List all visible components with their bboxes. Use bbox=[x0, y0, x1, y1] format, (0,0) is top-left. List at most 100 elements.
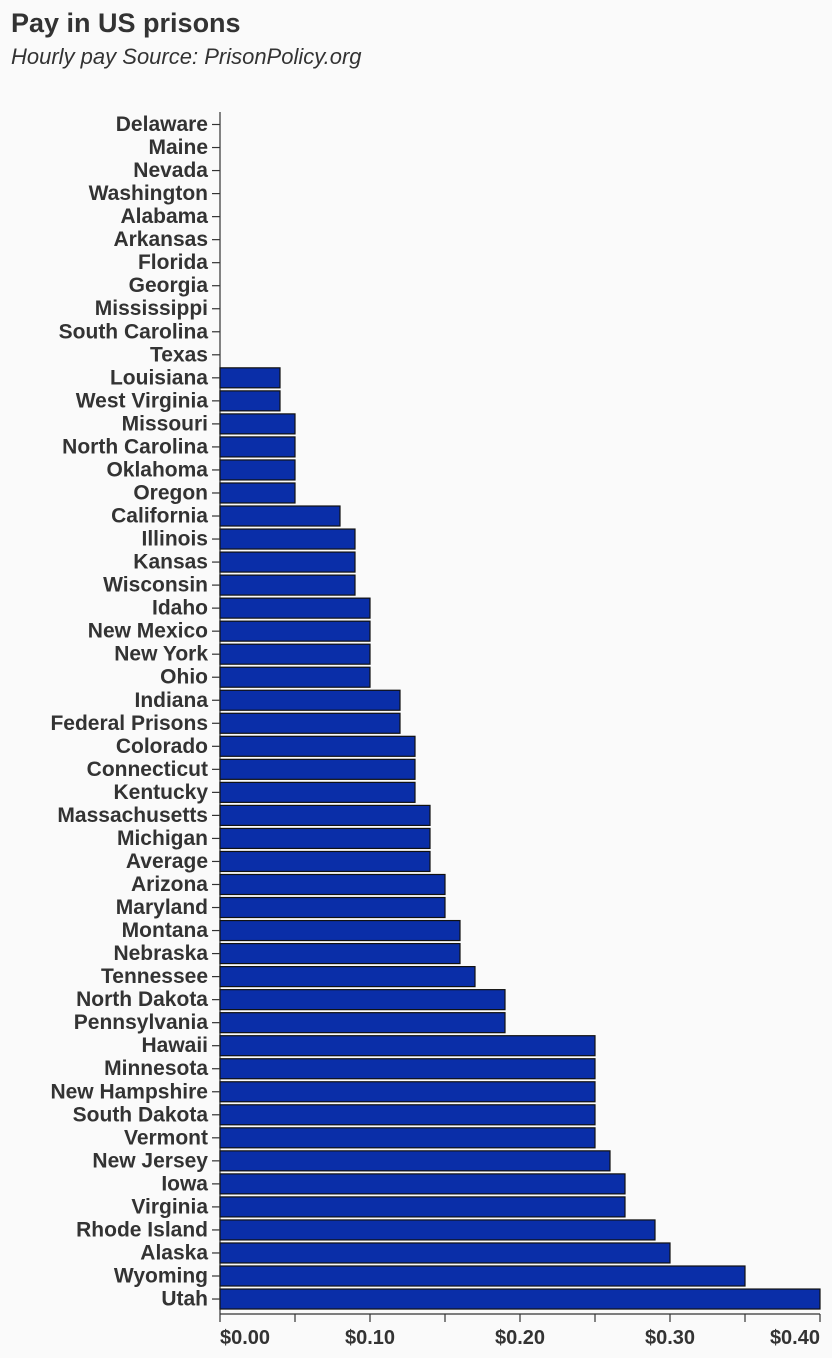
category-label: Kentucky bbox=[113, 781, 208, 804]
category-label: Illinois bbox=[141, 528, 208, 551]
bar bbox=[219, 873, 446, 896]
bar bbox=[219, 597, 371, 619]
bar bbox=[219, 620, 371, 642]
category-label: Colorado bbox=[116, 735, 208, 758]
bar bbox=[219, 1127, 596, 1149]
x-tick-label: $0.40 bbox=[770, 1327, 820, 1349]
category-label: Idaho bbox=[152, 597, 208, 620]
category-label: North Carolina bbox=[62, 435, 208, 458]
category-label: West Virginia bbox=[76, 389, 209, 412]
category-label: Georgia bbox=[129, 274, 209, 297]
bar bbox=[219, 1150, 611, 1172]
category-label: Missouri bbox=[122, 412, 208, 435]
bar bbox=[219, 1173, 626, 1195]
bar bbox=[219, 482, 296, 504]
category-label: Maryland bbox=[116, 896, 208, 919]
bar bbox=[219, 643, 371, 665]
category-label: Alaska bbox=[140, 1241, 208, 1264]
bar bbox=[219, 989, 506, 1011]
bar bbox=[219, 689, 401, 711]
bar bbox=[219, 1242, 671, 1264]
category-label: Louisiana bbox=[110, 366, 208, 389]
bar bbox=[219, 735, 416, 757]
category-label: South Carolina bbox=[59, 320, 209, 343]
bar bbox=[219, 942, 461, 965]
bar bbox=[219, 1058, 596, 1080]
bar bbox=[219, 574, 356, 596]
bar bbox=[219, 804, 431, 827]
chart-subtitle: Hourly pay Source: PrisonPolicy.org bbox=[11, 44, 362, 69]
category-label: Maine bbox=[148, 136, 208, 159]
bar bbox=[219, 505, 341, 527]
category-label: Minnesota bbox=[104, 1057, 208, 1080]
category-label: Wyoming bbox=[114, 1265, 208, 1288]
category-label: Hawaii bbox=[141, 1034, 208, 1057]
category-label: Washington bbox=[89, 182, 208, 205]
category-label: Oklahoma bbox=[106, 458, 208, 481]
bar bbox=[219, 1288, 821, 1310]
category-label: Montana bbox=[122, 919, 209, 942]
bar bbox=[219, 850, 431, 873]
x-tick-label: $0.30 bbox=[645, 1327, 695, 1349]
bar bbox=[219, 1196, 626, 1218]
category-label: Tennessee bbox=[101, 965, 208, 988]
bar bbox=[219, 1081, 596, 1103]
category-label: California bbox=[111, 505, 208, 528]
bar bbox=[219, 528, 356, 550]
category-label: South Dakota bbox=[73, 1103, 209, 1126]
category-label: Wisconsin bbox=[103, 574, 208, 597]
category-label: Kansas bbox=[133, 551, 208, 574]
category-label: Nebraska bbox=[113, 942, 208, 965]
category-label: Utah bbox=[161, 1288, 208, 1311]
bar bbox=[219, 758, 416, 780]
chart-title: Pay in US prisons bbox=[11, 8, 241, 38]
bar bbox=[219, 712, 401, 734]
category-label: Indiana bbox=[134, 689, 208, 712]
bar bbox=[219, 413, 296, 435]
category-label: Oregon bbox=[133, 481, 208, 504]
bar bbox=[219, 459, 296, 481]
x-tick-label: $0.20 bbox=[495, 1327, 545, 1349]
category-label: New York bbox=[114, 643, 208, 666]
category-label: Michigan bbox=[117, 827, 208, 850]
category-label: Ohio bbox=[160, 666, 208, 689]
bar bbox=[219, 436, 296, 458]
category-label: Federal Prisons bbox=[50, 712, 208, 735]
bar bbox=[219, 1219, 656, 1241]
category-label: North Dakota bbox=[76, 988, 208, 1011]
category-label: Arkansas bbox=[113, 228, 208, 251]
bar bbox=[219, 896, 446, 919]
category-label: Mississippi bbox=[95, 297, 208, 320]
bar bbox=[219, 1265, 746, 1287]
category-label: Massachusetts bbox=[57, 804, 208, 827]
category-label: Alabama bbox=[120, 205, 208, 228]
bar bbox=[219, 551, 356, 573]
bar bbox=[219, 1012, 506, 1034]
bar bbox=[219, 781, 416, 803]
category-label: Florida bbox=[138, 251, 208, 274]
category-label: Nevada bbox=[133, 159, 208, 182]
category-label: Virginia bbox=[131, 1195, 208, 1218]
category-label: New Mexico bbox=[88, 620, 208, 643]
bar bbox=[219, 367, 281, 389]
bar bbox=[219, 827, 431, 850]
bar bbox=[219, 919, 461, 942]
bar bbox=[219, 1035, 596, 1057]
category-label: Connecticut bbox=[87, 758, 208, 781]
category-label: New Hampshire bbox=[50, 1080, 208, 1103]
category-label: Delaware bbox=[116, 113, 208, 136]
category-label: Rhode Island bbox=[76, 1218, 208, 1241]
bar bbox=[219, 966, 476, 988]
category-label: Vermont bbox=[124, 1126, 208, 1149]
category-label: New Jersey bbox=[92, 1149, 208, 1172]
category-label: Arizona bbox=[131, 873, 208, 896]
bar bbox=[219, 390, 281, 412]
category-label: Iowa bbox=[161, 1172, 208, 1195]
category-label: Texas bbox=[150, 343, 208, 366]
x-tick-label: $0.00 bbox=[220, 1327, 270, 1349]
bar bbox=[219, 666, 371, 688]
x-tick-label: $0.10 bbox=[345, 1327, 395, 1349]
category-label: Average bbox=[126, 850, 208, 873]
bar bbox=[219, 1104, 596, 1126]
